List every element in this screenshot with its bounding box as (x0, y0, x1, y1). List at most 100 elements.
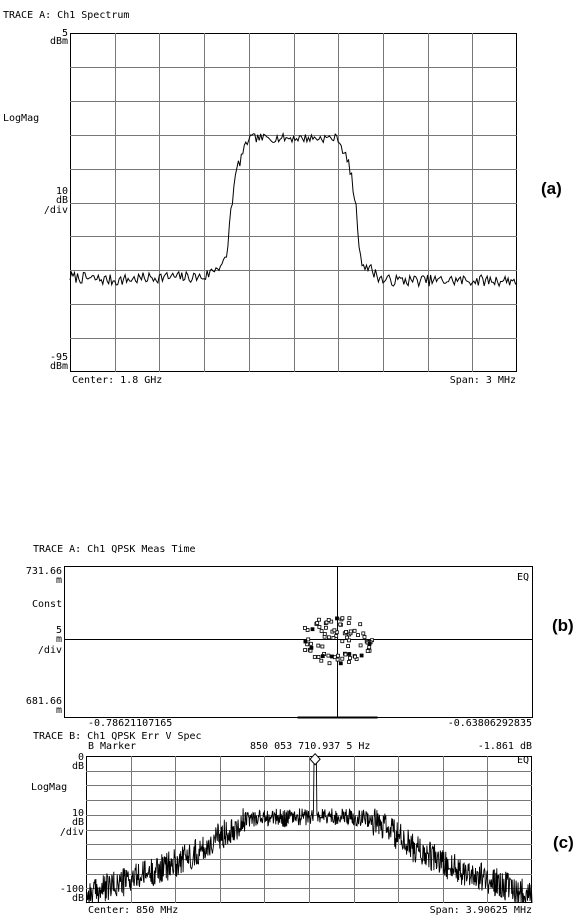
chart-c-marker-freq: 850 053 710.937 5 Hz (250, 741, 371, 752)
constellation-point (315, 621, 320, 625)
constellation-point (319, 658, 324, 663)
chart-c-error-trace (85, 758, 533, 904)
constellation-point (324, 620, 329, 625)
constellation-point (362, 635, 367, 639)
chart-c-eq-label: EQ (517, 755, 530, 766)
constellation-point (338, 661, 343, 666)
constellation-point (338, 622, 343, 627)
constellation-point (322, 632, 327, 636)
chart-c-marker-label: B Marker (88, 741, 137, 752)
chart-b-scale-value: 5 (55, 625, 62, 636)
constellation-point (323, 625, 328, 630)
chart-b-eq-label: EQ (517, 572, 530, 583)
chart-b-xleft-label: -0.78621107165 (88, 718, 173, 729)
constellation-point (347, 652, 352, 656)
chart-c-scale-unit: dB (71, 817, 84, 828)
chart-b-xright-label: -0.63806292835 (447, 718, 532, 729)
constellation-point (358, 622, 363, 627)
constellation-point (347, 656, 352, 660)
chart-c-ybottom-value: -100 (59, 884, 84, 895)
constellation-point (331, 636, 336, 640)
chart-c-ybottom-unit: dB (71, 893, 84, 904)
chart-a-title: TRACE A: Ch1 Spectrum (3, 10, 130, 21)
constellation-point (343, 652, 348, 657)
constellation-chart-b (64, 566, 533, 719)
chart-b-scale-unit: m (55, 634, 62, 645)
chart-b-scale-per: /div (37, 645, 62, 656)
constellation-point (344, 630, 349, 634)
chart-c-center-label: Center: 850 MHz (88, 905, 179, 916)
constellation-point (320, 644, 325, 649)
constellation-point (317, 617, 321, 622)
spectrum-chart-a (69, 33, 518, 372)
constellation-point (346, 621, 351, 625)
chart-c-scale-per: /div (59, 827, 84, 838)
constellation-point (345, 635, 350, 640)
constellation-point (335, 616, 339, 621)
constellation-point (340, 639, 345, 644)
chart-a-scale-per: /div (43, 205, 68, 216)
constellation-point (356, 633, 360, 637)
chart-a-scale-value: 10 (55, 186, 68, 197)
constellation-point (308, 641, 313, 646)
constellation-point (365, 649, 370, 653)
constellation-point (316, 643, 321, 648)
chart-c-format-label: LogMag (31, 782, 68, 793)
chart-a-center-label: Center: 1.8 GHz (72, 375, 163, 386)
chart-c-ytop-value: 0 (77, 752, 84, 763)
chart-b-frame (64, 566, 533, 718)
panel-label-c: (c) (553, 833, 574, 852)
constellation-point (303, 639, 308, 644)
constellation-point (302, 626, 307, 630)
chart-b-title: TRACE A: Ch1 QPSK Meas Time (33, 544, 196, 555)
constellation-point (347, 616, 352, 621)
chart-b-ybottom-unit: m (55, 705, 62, 716)
chart-a-format-label: LogMag (3, 113, 40, 124)
constellation-point (336, 653, 340, 658)
chart-b-ybottom-value: 681.66 (25, 696, 62, 707)
constellation-point (326, 618, 331, 622)
constellation-point (340, 656, 345, 661)
constellation-point (310, 627, 315, 632)
constellation-point (309, 645, 314, 650)
constellation-point (346, 644, 351, 648)
chart-a-spectrum-trace (69, 131, 518, 289)
chart-a-ybottom-value: -95 (49, 352, 68, 363)
constellation-point (361, 631, 366, 636)
constellation-point (312, 655, 317, 659)
chart-a-ytop-unit: dBm (49, 36, 68, 47)
constellation-point (348, 629, 353, 634)
constellation-point (326, 653, 331, 658)
chart-a-scale-unit: dB (55, 195, 68, 206)
chart-a-span-label: Span: 3 MHz (449, 375, 516, 386)
chart-b-format-label: Const (32, 599, 63, 610)
constellation-point (335, 657, 340, 662)
chart-b-ytop-value: 731.66 (25, 566, 62, 577)
constellation-point (306, 637, 311, 642)
chart-c-span-label: Span: 3.90625 MHz (429, 905, 532, 916)
constellation-point (352, 628, 357, 633)
chart-c-title: TRACE B: Ch1 QPSK Err V Spec (33, 731, 202, 742)
chart-c-scale-value: 10 (71, 808, 84, 819)
panel-label-b: (b) (552, 616, 574, 635)
chart-a-frame (70, 33, 517, 372)
constellation-point (340, 616, 345, 621)
constellation-point (316, 655, 321, 659)
constellation-point (367, 645, 372, 650)
constellation-point (359, 653, 364, 658)
error-spectrum-chart-c (85, 752, 533, 904)
constellation-point (320, 654, 325, 658)
constellation-point (347, 660, 351, 664)
panel-label-a: (a) (541, 179, 562, 198)
constellation-point (327, 661, 332, 666)
chart-a-ybottom-unit: dBm (49, 361, 68, 372)
constellation-point (305, 628, 310, 632)
constellation-point (332, 628, 337, 633)
constellation-point (319, 629, 324, 633)
constellation-point (367, 641, 372, 646)
chart-c-ytop-unit: dB (71, 761, 84, 772)
constellation-point (353, 654, 358, 659)
constellation-point (326, 635, 331, 640)
constellation-point (358, 643, 363, 648)
constellation-point (303, 648, 308, 652)
